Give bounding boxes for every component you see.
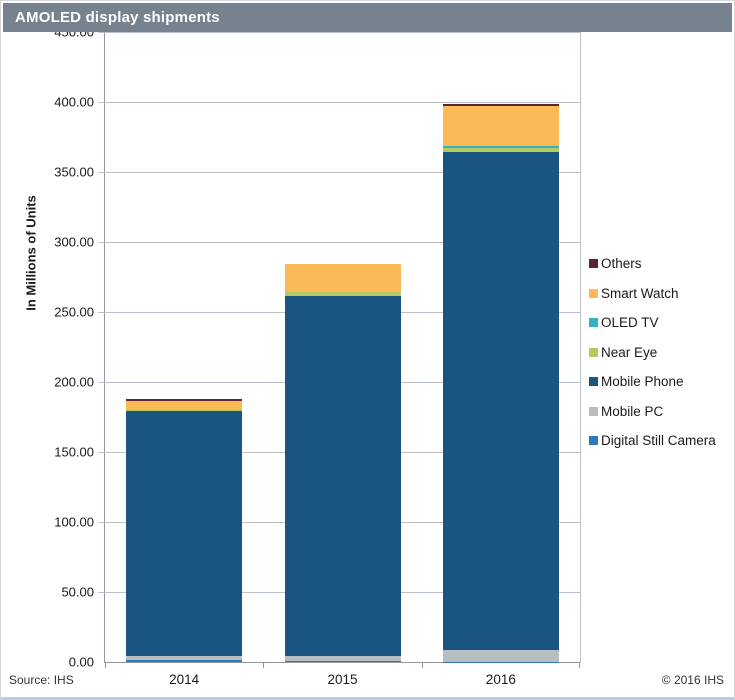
x-axis-label-2014: 2014 <box>169 672 200 687</box>
x-axis-tick <box>263 662 265 668</box>
bar-segment-near-eye <box>126 409 243 412</box>
copyright-note: © 2016 IHS <box>661 673 724 687</box>
source-note: Source: IHS <box>9 673 74 687</box>
bar-segment-others <box>126 399 243 402</box>
bar-2014 <box>126 399 243 662</box>
chart-title-bar: AMOLED display shipments <box>3 3 732 32</box>
gridline <box>98 101 580 103</box>
y-tick-label: 100.00 <box>54 514 94 530</box>
legend-item-digital-still-camera: Digital Still Camera <box>589 426 716 456</box>
bar-segment-smart-watch <box>126 401 243 410</box>
bar-segment-others <box>442 103 559 106</box>
legend-swatch-icon <box>589 436 598 446</box>
legend: Others Smart Watch OLED TV Near Eye Mobile P… <box>589 249 716 456</box>
legend-label: Smart Watch <box>601 285 679 301</box>
legend-label: OLED TV <box>601 315 659 331</box>
legend-swatch-icon <box>589 406 598 416</box>
bar-segment-near-eye <box>284 292 401 296</box>
legend-swatch-icon <box>589 259 598 269</box>
bar-segment-mobile-phone <box>126 411 243 657</box>
legend-item-others: Others <box>589 249 716 279</box>
gridline <box>98 241 580 243</box>
legend-label: Digital Still Camera <box>601 433 716 449</box>
x-axis-tick <box>105 662 106 668</box>
legend-item-near-eye: Near Eye <box>589 338 716 368</box>
legend-item-smart-watch: Smart Watch <box>589 279 716 309</box>
legend-item-mobile-pc: Mobile PC <box>589 397 716 427</box>
x-axis-label-2015: 2015 <box>327 672 358 687</box>
chart-title: AMOLED display shipments <box>15 9 220 26</box>
y-tick-label: 0.00 <box>68 654 94 670</box>
y-tick-label: 150.00 <box>54 444 94 460</box>
y-tick-label: 50.00 <box>61 584 94 600</box>
legend-swatch-icon <box>589 288 598 298</box>
plot-area: 2014 2015 2016 <box>98 31 581 687</box>
legend-label: Mobile PC <box>601 403 664 419</box>
x-axis-tick <box>579 662 580 668</box>
y-tick-label: 250.00 <box>54 304 94 320</box>
legend-swatch-icon <box>589 377 598 387</box>
bar-segment-mobile-pc <box>284 655 401 662</box>
y-tick-label: 400.00 <box>54 94 94 110</box>
legend-swatch-icon <box>589 318 598 328</box>
bar-2016 <box>442 103 559 662</box>
y-axis-labels: 0.00 50.00 100.00 150.00 200.00 250.00 300.00 3… <box>1 25 97 670</box>
bar-segment-mobile-phone <box>284 295 401 656</box>
x-axis-tick <box>421 662 423 668</box>
bar-segment-digital-still-camera <box>284 661 401 662</box>
gridline <box>98 31 580 33</box>
bar-segment-near-eye <box>442 147 559 153</box>
bar-segment-mobile-pc <box>126 656 243 660</box>
legend-label: Mobile Phone <box>601 374 684 390</box>
legend-item-mobile-phone: Mobile Phone <box>589 367 716 397</box>
legend-label: Others <box>601 256 642 272</box>
legend-label: Near Eye <box>601 344 658 360</box>
gridline <box>98 171 580 173</box>
bar-segment-mobile-phone <box>442 152 559 651</box>
bar-segment-digital-still-camera <box>126 659 243 662</box>
bar-segment-oled-tv <box>442 146 559 148</box>
x-axis-label-2016: 2016 <box>485 672 516 687</box>
y-tick-label: 200.00 <box>54 374 94 390</box>
bar-segment-smart-watch <box>442 105 559 147</box>
legend-item-oled-tv: OLED TV <box>589 308 716 338</box>
bar-2015 <box>284 263 401 662</box>
y-tick-label: 350.00 <box>54 164 94 180</box>
legend-swatch-icon <box>589 347 598 357</box>
bar-segment-smart-watch <box>284 264 401 293</box>
bar-segment-mobile-pc <box>442 650 559 662</box>
y-tick-label: 300.00 <box>54 234 94 250</box>
